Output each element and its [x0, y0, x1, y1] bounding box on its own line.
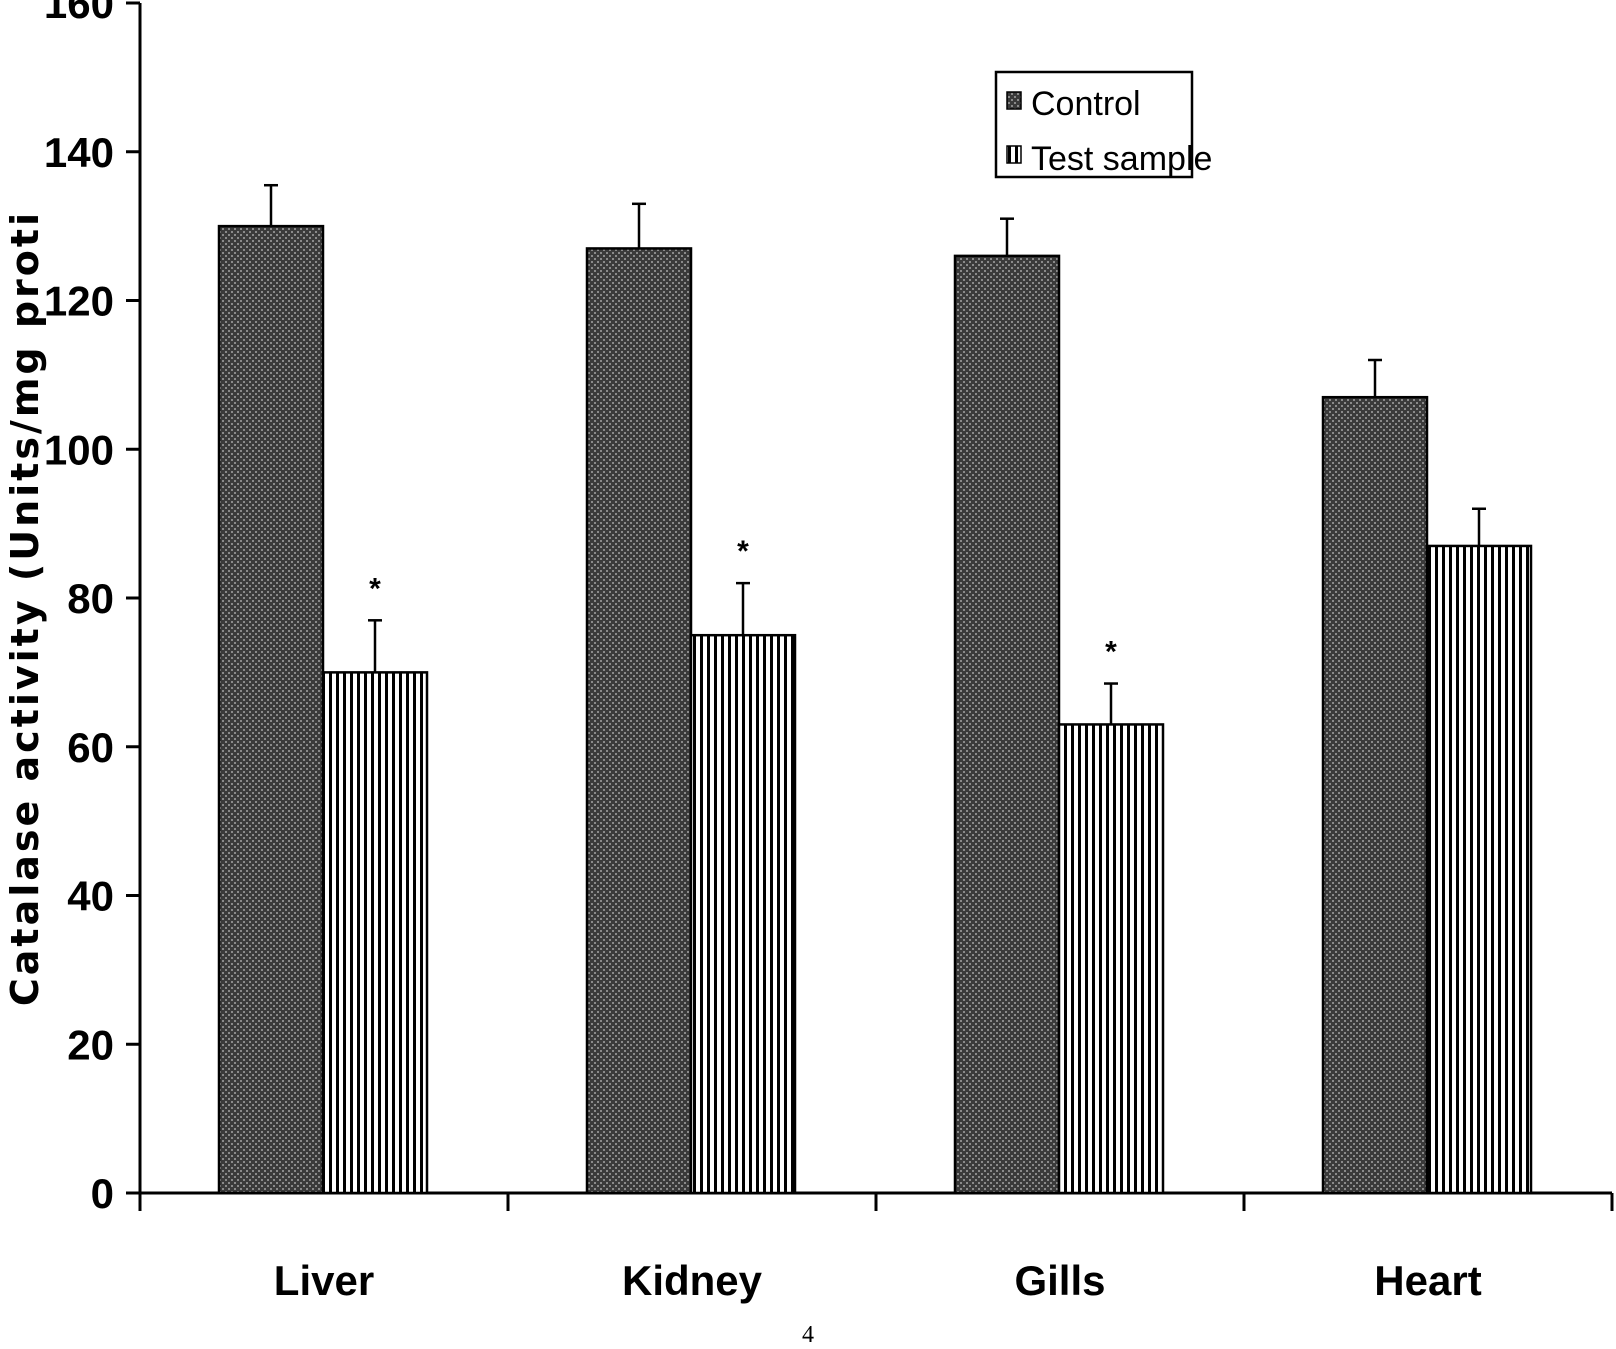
y-tick-label: 20 — [67, 1021, 114, 1068]
legend-box — [994, 70, 1194, 179]
bar-control-heart — [1321, 395, 1429, 1195]
x-category-label: Kidney — [622, 1257, 763, 1304]
y-tick-label: 40 — [67, 873, 114, 920]
legend-swatch-test — [1006, 145, 1022, 164]
significance-marker: * — [369, 572, 381, 605]
page-number: 4 — [802, 1322, 814, 1348]
bar-test-heart — [1425, 544, 1533, 1195]
y-tick-label: 60 — [67, 724, 114, 771]
y-tick-label: 80 — [67, 575, 114, 622]
y-axis-label: Catalase activity (Units/mg proti — [3, 210, 47, 1006]
legend-label-control: Control — [1031, 85, 1141, 123]
bar-test-liver — [321, 671, 429, 1195]
bar-test-gills — [1057, 723, 1165, 1195]
y-tick-label: 100 — [44, 426, 114, 473]
y-tick-label: 140 — [44, 129, 114, 176]
y-tick-label: 160 — [44, 0, 114, 27]
x-category-label: Liver — [274, 1257, 374, 1304]
x-category-label: Heart — [1374, 1257, 1481, 1304]
significance-marker: * — [737, 535, 749, 568]
x-category-label: Gills — [1014, 1257, 1105, 1304]
bar-test-kidney — [689, 633, 797, 1195]
y-axis: 0 20 40 60 80 100 120 140 160 — [44, 0, 142, 1217]
bars-group: * * * — [217, 183, 1533, 1195]
x-axis: Liver Kidney Gills Heart — [138, 1191, 1614, 1304]
bar-control-gills — [953, 254, 1061, 1195]
legend-label-test: Test sample — [1031, 140, 1212, 178]
y-tick-label: 120 — [44, 278, 114, 325]
bar-control-liver — [217, 224, 325, 1195]
y-tick-label: 0 — [91, 1170, 114, 1217]
legend-swatch-control — [1006, 91, 1022, 110]
significance-marker: * — [1105, 636, 1117, 669]
bar-control-kidney — [585, 247, 693, 1195]
legend: Control Test sample — [994, 70, 1212, 179]
